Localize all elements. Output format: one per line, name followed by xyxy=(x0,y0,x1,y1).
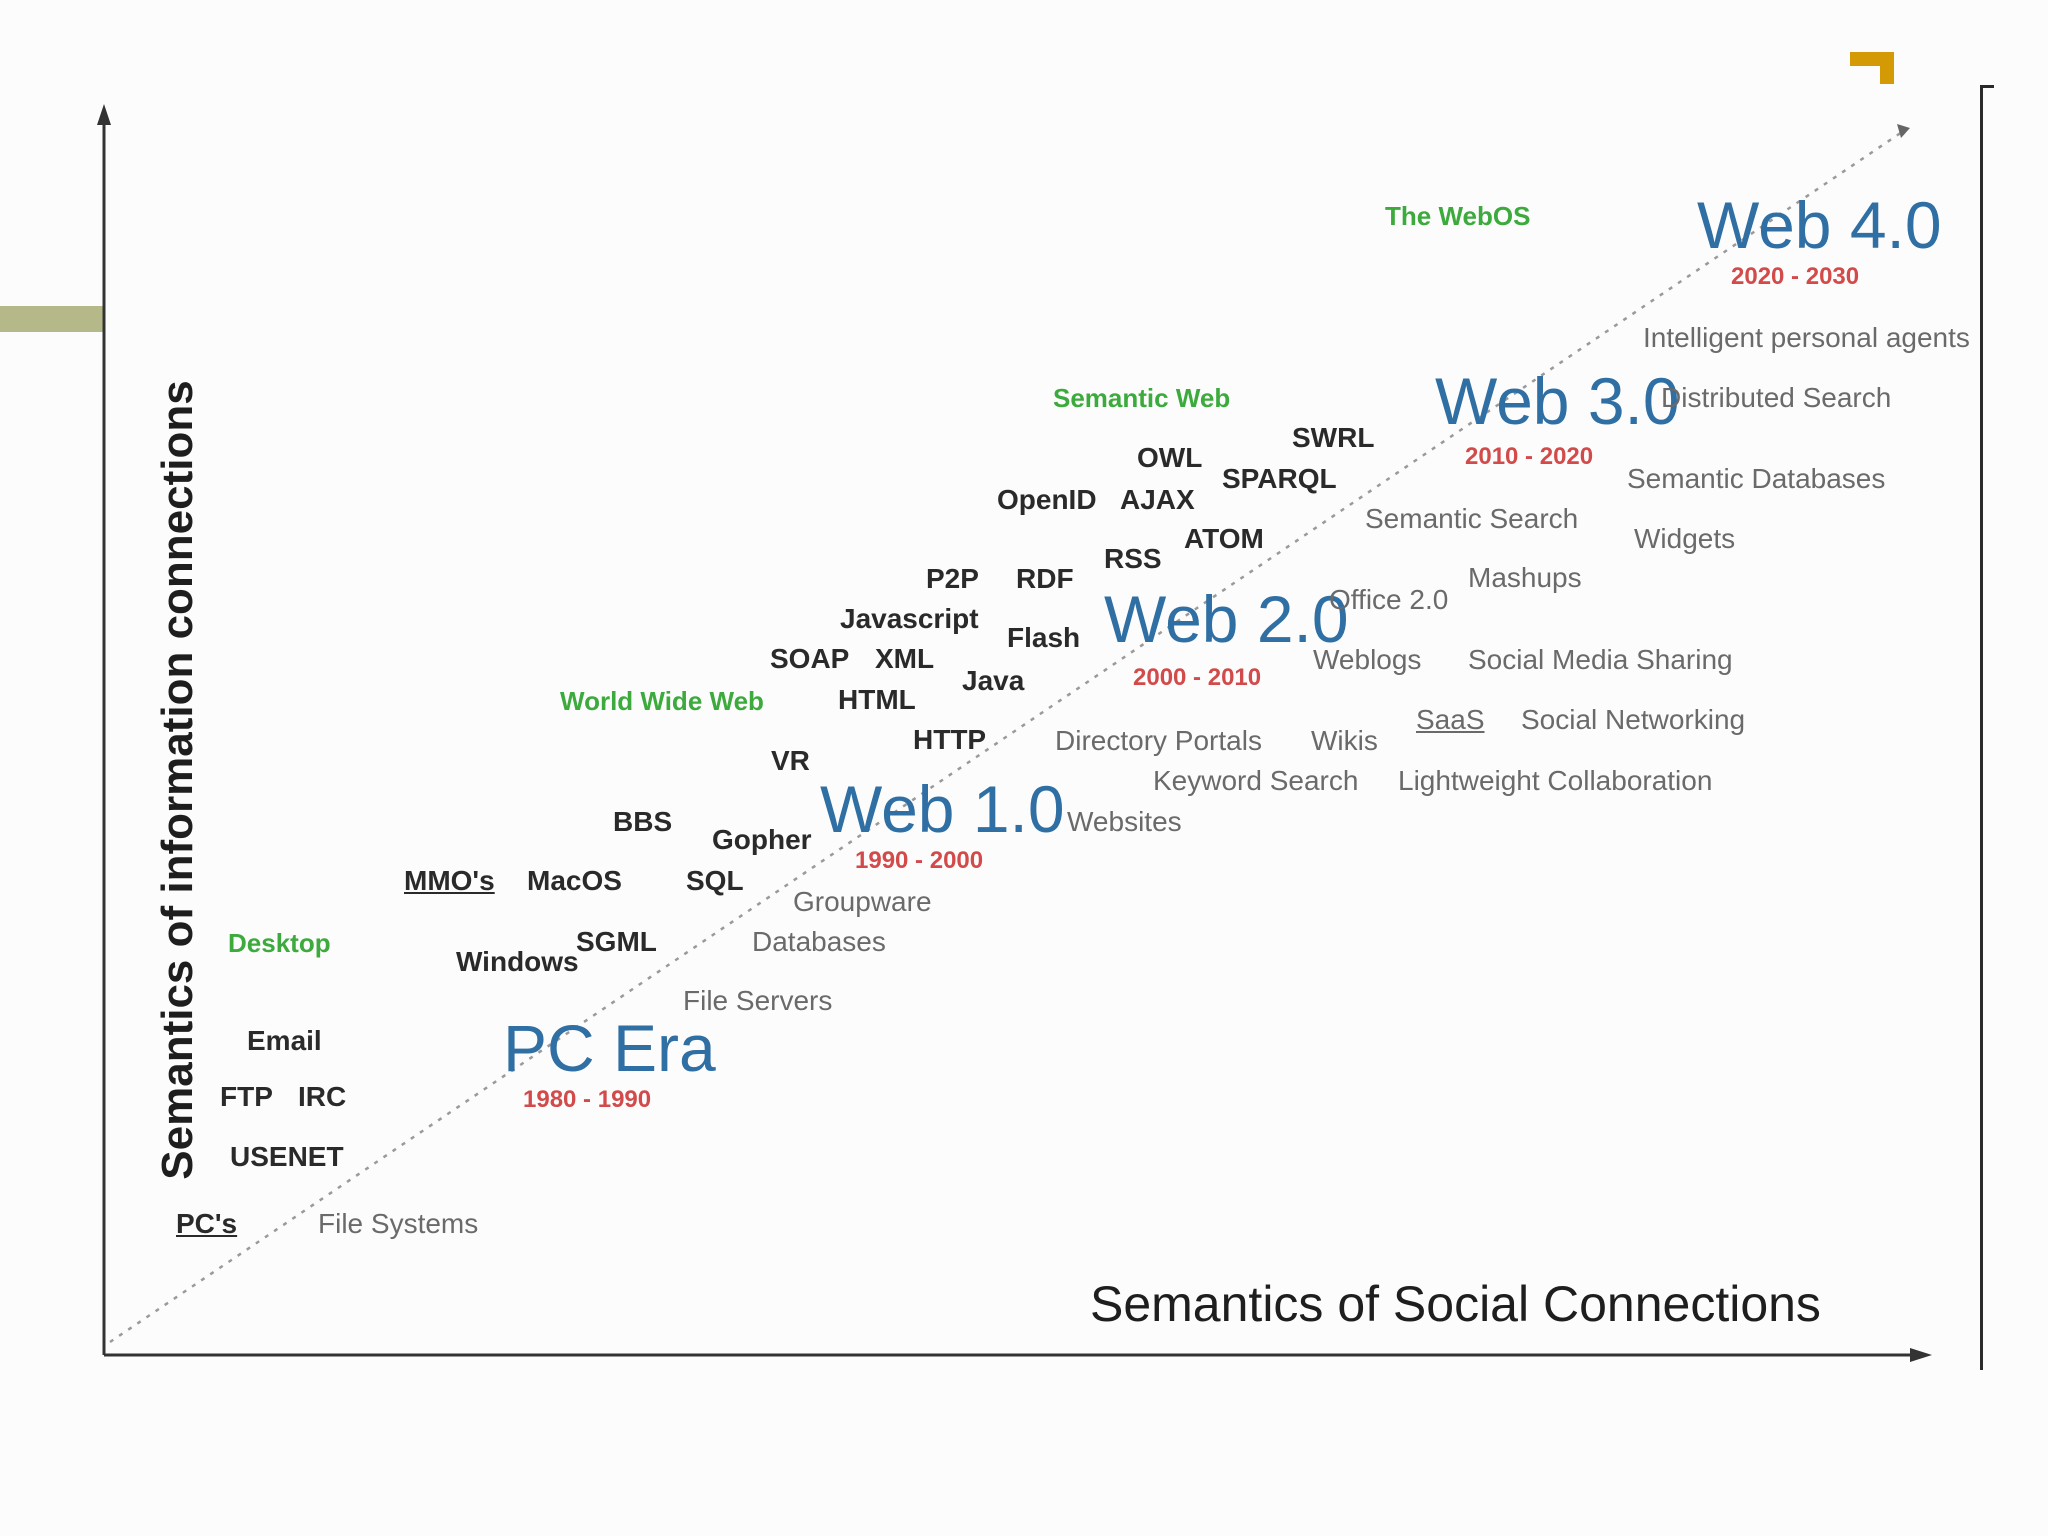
app-keyword-search: Keyword Search xyxy=(1153,765,1359,796)
era-label-the-webos: The WebOS xyxy=(1385,201,1531,231)
era-label-world-wide-web: World Wide Web xyxy=(560,686,764,716)
tech-gopher: Gopher xyxy=(712,824,812,855)
app-saas: SaaS xyxy=(1416,704,1485,735)
tech-soap: SOAP xyxy=(770,643,850,674)
app-groupware: Groupware xyxy=(793,886,932,917)
tech-sql: SQL xyxy=(686,865,744,896)
app-file-systems: File Systems xyxy=(318,1208,479,1239)
corner-accent-notch xyxy=(1850,66,1880,84)
era-web-3-0: Web 3.0 xyxy=(1435,364,1680,438)
app-social-media-sharing: Social Media Sharing xyxy=(1468,644,1733,675)
tech-http: HTTP xyxy=(913,724,987,755)
era-web-4-0: Web 4.0 xyxy=(1697,188,1942,262)
tech-vr: VR xyxy=(771,745,810,776)
tech-email: Email xyxy=(247,1025,322,1056)
era-web-2-0: Web 2.0 xyxy=(1104,582,1349,656)
x-axis-arrowhead xyxy=(1910,1348,1932,1362)
era-web-1-0: Web 1.0 xyxy=(820,772,1065,846)
app-file-servers: File Servers xyxy=(683,985,833,1016)
tech-bbs: BBS xyxy=(613,806,673,837)
app-databases: Databases xyxy=(752,926,886,957)
era-label-semantic-web: Semantic Web xyxy=(1053,383,1231,413)
slide-accent-bar xyxy=(0,306,104,332)
tech-ajax: AJAX xyxy=(1120,484,1195,515)
tech-rss: RSS xyxy=(1104,543,1162,574)
y-axis-arrowhead xyxy=(97,104,111,125)
era-pc-era: PC Era xyxy=(503,1011,716,1085)
app-wikis: Wikis xyxy=(1311,725,1378,756)
tech-usenet: USENET xyxy=(230,1141,344,1172)
tech-sparql: SPARQL xyxy=(1222,463,1337,494)
tech-atom: ATOM xyxy=(1184,523,1264,554)
app-intelligent-personal-agents: Intelligent personal agents xyxy=(1643,322,1970,353)
tech-html: HTML xyxy=(838,684,916,715)
y-axis-label: Semantics of information connections xyxy=(153,380,202,1180)
tech-mmos: MMO's xyxy=(404,865,495,896)
tech-java: Java xyxy=(962,665,1025,696)
app-websites: Websites xyxy=(1067,806,1182,837)
tech-swrl: SWRL xyxy=(1292,422,1375,453)
tech-openid: OpenID xyxy=(997,484,1097,515)
app-semantic-databases: Semantic Databases xyxy=(1627,463,1886,494)
tech-rdf: RDF xyxy=(1016,563,1074,594)
app-office-2-0: Office 2.0 xyxy=(1329,584,1449,615)
diagonal-arrowhead xyxy=(1897,124,1910,138)
era-label-desktop: Desktop xyxy=(228,928,331,958)
tech-javascript: Javascript xyxy=(840,603,979,634)
tech-macos: MacOS xyxy=(527,865,622,896)
tech-pcs: PC's xyxy=(176,1208,238,1239)
era-web-2-0-years: 2000 - 2010 xyxy=(1133,664,1262,691)
era-web-3-0-years: 2010 - 2020 xyxy=(1465,443,1594,470)
tech-xml: XML xyxy=(875,643,935,674)
app-social-networking: Social Networking xyxy=(1521,704,1746,735)
app-weblogs: Weblogs xyxy=(1313,644,1422,675)
tech-irc: IRC xyxy=(298,1081,347,1112)
app-directory-portals: Directory Portals xyxy=(1055,725,1262,756)
x-axis-label: Semantics of Social Connections xyxy=(1090,1276,1821,1332)
app-lightweight-collaboration: Lightweight Collaboration xyxy=(1398,765,1713,796)
tech-owl: OWL xyxy=(1137,442,1203,473)
progress-diagonal xyxy=(109,128,1906,1344)
slide-right-rule xyxy=(1980,85,1983,1370)
tech-flash: Flash xyxy=(1007,622,1081,653)
era-web-1-0-years: 1990 - 2000 xyxy=(855,847,984,874)
tech-ftp: FTP xyxy=(220,1081,273,1112)
era-web-4-0-years: 2020 - 2030 xyxy=(1731,263,1860,290)
tech-sgml: SGML xyxy=(576,926,657,957)
app-distributed-search: Distributed Search xyxy=(1661,382,1892,413)
tech-windows: Windows xyxy=(456,946,579,977)
app-semantic-search: Semantic Search xyxy=(1365,503,1579,534)
slide-right-rule-tick xyxy=(1980,85,1994,88)
app-mashups: Mashups xyxy=(1468,562,1582,593)
era-pc-era-years: 1980 - 1990 xyxy=(523,1086,652,1113)
app-widgets: Widgets xyxy=(1634,523,1736,554)
tech-p2p: P2P xyxy=(926,563,979,594)
